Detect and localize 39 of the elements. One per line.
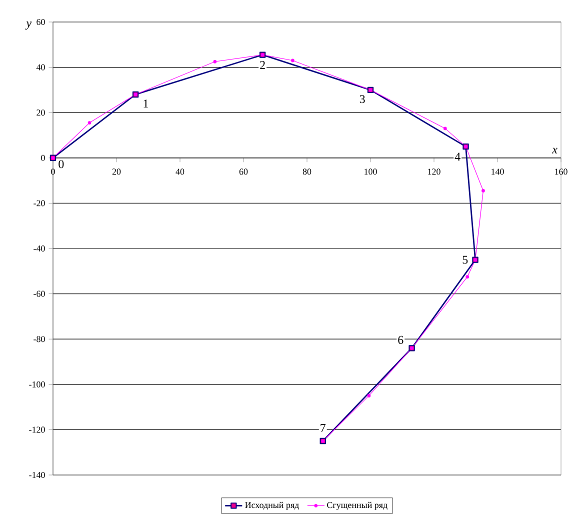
x-tick-label: 20 xyxy=(112,168,121,175)
x-tick-label: 160 xyxy=(555,168,568,175)
x-tick-label: 80 xyxy=(302,168,312,175)
y-tick-label: 20 xyxy=(36,110,45,116)
y-tick-label: -140 xyxy=(29,472,45,478)
x-tick-label: 140 xyxy=(492,168,504,175)
x-tick-label: 40 xyxy=(176,168,184,175)
y-tick-label: -100 xyxy=(29,381,45,388)
y-axis-title: y xyxy=(25,22,32,30)
y-tick-label: -40 xyxy=(34,245,45,252)
y-tick-label: -80 xyxy=(34,336,45,342)
annotation: 3 xyxy=(360,95,365,104)
x-tick-label: 0 xyxy=(51,168,55,175)
point xyxy=(367,394,371,398)
y-tick-label: 60 xyxy=(36,18,45,26)
legend-label: Сгущенный ряд xyxy=(327,502,388,510)
y-tick-label: 0 xyxy=(41,154,45,161)
annotation: 0 xyxy=(58,160,64,168)
y-tick-label: -60 xyxy=(34,290,45,297)
annotation: 2 xyxy=(260,61,265,69)
x-axis-title: x xyxy=(552,148,558,154)
point xyxy=(291,58,294,62)
y-tick-label: -120 xyxy=(29,426,45,433)
point xyxy=(482,189,485,192)
annotation: 4 xyxy=(454,152,460,161)
y-tick-label: 40 xyxy=(36,64,45,70)
point xyxy=(88,121,92,124)
annotation: 7 xyxy=(320,424,326,432)
y-tick-label: -20 xyxy=(34,200,45,206)
point xyxy=(466,275,470,279)
x-tick-label: 60 xyxy=(239,168,248,175)
annotation: 1 xyxy=(144,100,148,108)
point xyxy=(443,126,447,130)
annotation: 5 xyxy=(462,256,468,264)
legend-label: Исходный ряд xyxy=(245,502,299,510)
point xyxy=(213,60,217,64)
x-tick-label: 120 xyxy=(428,168,440,175)
annotation: 6 xyxy=(398,336,404,344)
x-tick-label: 100 xyxy=(364,168,377,175)
